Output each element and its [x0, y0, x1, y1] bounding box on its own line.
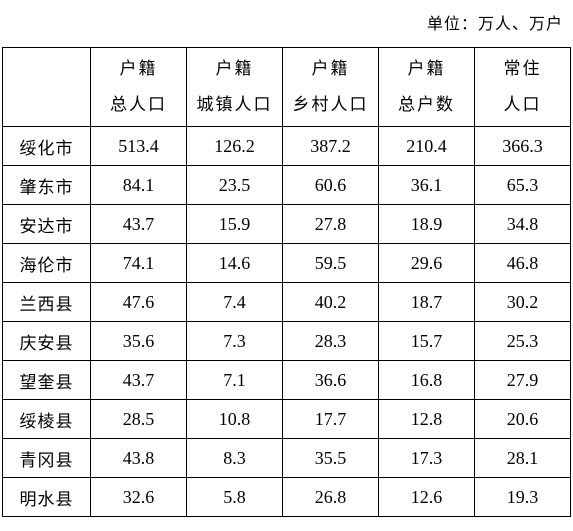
table-row: 绥棱县 28.5 10.8 17.7 12.8 20.6	[2, 399, 571, 439]
value-cell: 43.7	[90, 204, 187, 244]
unit-label: 单位：万人、万户	[426, 14, 563, 33]
value-cell: 23.5	[186, 165, 283, 205]
value-cell: 43.8	[90, 438, 187, 478]
table-body: 绥化市 513.4 126.2 387.2 210.4 366.3 肇东市 84.1 23.5 6…	[2, 126, 571, 517]
table-row: 明水县 32.6 5.8 26.8 12.6 19.3	[2, 477, 571, 517]
header-line: 户籍	[119, 59, 158, 79]
value-cell: 43.7	[90, 360, 187, 400]
header-line: 户籍	[311, 59, 350, 79]
header-line: 乡村人口	[292, 95, 369, 115]
value-cell: 46.8	[474, 243, 571, 283]
header-resident-population: 常住 人口	[474, 47, 571, 127]
value-cell: 84.1	[90, 165, 187, 205]
region-name-cell: 明水县	[2, 477, 91, 517]
region-name-cell: 青冈县	[2, 438, 91, 478]
value-cell: 36.6	[282, 360, 379, 400]
value-cell: 26.8	[282, 477, 379, 517]
value-cell: 18.7	[378, 282, 475, 322]
header-households: 户籍 总户数	[378, 47, 475, 127]
value-cell: 28.1	[474, 438, 571, 478]
header-line: 总户数	[398, 95, 455, 115]
table-row: 青冈县 43.8 8.3 35.5 17.3 28.1	[2, 438, 571, 478]
value-cell: 14.6	[186, 243, 283, 283]
value-cell: 25.3	[474, 321, 571, 361]
corner-cell	[2, 47, 91, 127]
value-cell: 40.2	[282, 282, 379, 322]
value-cell: 19.3	[474, 477, 571, 517]
value-cell: 513.4	[90, 126, 187, 166]
value-cell: 35.5	[282, 438, 379, 478]
value-cell: 17.7	[282, 399, 379, 439]
header-urban-population: 户籍 城镇人口	[186, 47, 283, 127]
value-cell: 36.1	[378, 165, 475, 205]
value-cell: 126.2	[186, 126, 283, 166]
value-cell: 74.1	[90, 243, 187, 283]
header-line: 城镇人口	[196, 95, 273, 115]
value-cell: 8.3	[186, 438, 283, 478]
population-table: 户籍 总人口 户籍 城镇人口 户籍 乡村人口 户籍 总户数 常住 人口 绥化市 5…	[2, 47, 571, 517]
value-cell: 65.3	[474, 165, 571, 205]
value-cell: 7.4	[186, 282, 283, 322]
region-name-cell: 庆安县	[2, 321, 91, 361]
header-line: 人口	[503, 95, 542, 115]
table-row: 肇东市 84.1 23.5 60.6 36.1 65.3	[2, 165, 571, 205]
value-cell: 366.3	[474, 126, 571, 166]
value-cell: 18.9	[378, 204, 475, 244]
value-cell: 28.3	[282, 321, 379, 361]
value-cell: 10.8	[186, 399, 283, 439]
region-name-cell: 绥棱县	[2, 399, 91, 439]
value-cell: 47.6	[90, 282, 187, 322]
table-row: 绥化市 513.4 126.2 387.2 210.4 366.3	[2, 126, 571, 166]
region-name-cell: 绥化市	[2, 126, 91, 166]
table-row: 兰西县 47.6 7.4 40.2 18.7 30.2	[2, 282, 571, 322]
value-cell: 27.8	[282, 204, 379, 244]
header-rural-population: 户籍 乡村人口	[282, 47, 379, 127]
value-cell: 30.2	[474, 282, 571, 322]
value-cell: 210.4	[378, 126, 475, 166]
value-cell: 15.7	[378, 321, 475, 361]
value-cell: 7.1	[186, 360, 283, 400]
region-name-cell: 望奎县	[2, 360, 91, 400]
value-cell: 7.3	[186, 321, 283, 361]
value-cell: 28.5	[90, 399, 187, 439]
value-cell: 20.6	[474, 399, 571, 439]
header-line: 户籍	[215, 59, 254, 79]
header-line: 户籍	[407, 59, 446, 79]
region-name-cell: 安达市	[2, 204, 91, 244]
value-cell: 32.6	[90, 477, 187, 517]
value-cell: 35.6	[90, 321, 187, 361]
value-cell: 12.6	[378, 477, 475, 517]
value-cell: 60.6	[282, 165, 379, 205]
value-cell: 59.5	[282, 243, 379, 283]
value-cell: 29.6	[378, 243, 475, 283]
value-cell: 15.9	[186, 204, 283, 244]
value-cell: 387.2	[282, 126, 379, 166]
header-line: 常住	[503, 59, 542, 79]
value-cell: 27.9	[474, 360, 571, 400]
header-line: 总人口	[110, 95, 167, 115]
value-cell: 16.8	[378, 360, 475, 400]
region-name-cell: 海伦市	[2, 243, 91, 283]
table-row: 望奎县 43.7 7.1 36.6 16.8 27.9	[2, 360, 571, 400]
table-row: 安达市 43.7 15.9 27.8 18.9 34.8	[2, 204, 571, 244]
header-row: 户籍 总人口 户籍 城镇人口 户籍 乡村人口 户籍 总户数 常住 人口	[2, 47, 571, 127]
table-row: 海伦市 74.1 14.6 59.5 29.6 46.8	[2, 243, 571, 283]
table-row: 庆安县 35.6 7.3 28.3 15.7 25.3	[2, 321, 571, 361]
region-name-cell: 兰西县	[2, 282, 91, 322]
value-cell: 5.8	[186, 477, 283, 517]
value-cell: 12.8	[378, 399, 475, 439]
table-header: 户籍 总人口 户籍 城镇人口 户籍 乡村人口 户籍 总户数 常住 人口	[2, 47, 571, 127]
value-cell: 34.8	[474, 204, 571, 244]
header-total-population: 户籍 总人口	[90, 47, 187, 127]
value-cell: 17.3	[378, 438, 475, 478]
region-name-cell: 肇东市	[2, 165, 91, 205]
